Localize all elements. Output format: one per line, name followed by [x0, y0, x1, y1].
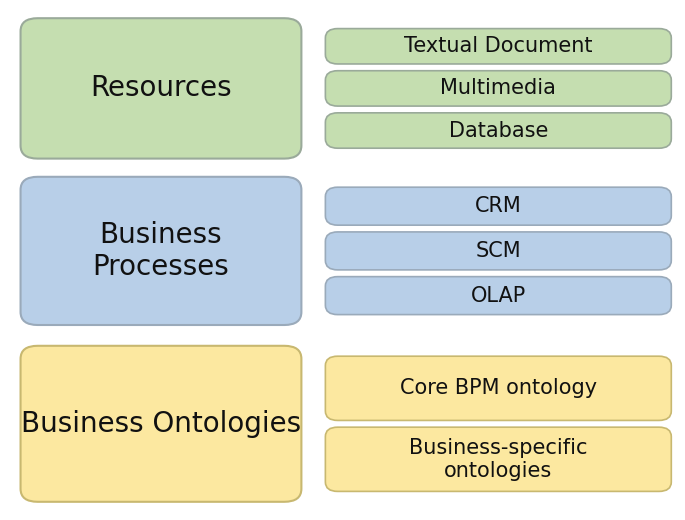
Text: Textual Document: Textual Document	[404, 36, 593, 56]
FancyBboxPatch shape	[21, 346, 301, 502]
Text: SCM: SCM	[475, 241, 521, 261]
FancyBboxPatch shape	[325, 187, 671, 225]
Text: Business
Processes: Business Processes	[92, 220, 229, 281]
FancyBboxPatch shape	[21, 177, 301, 325]
FancyBboxPatch shape	[325, 113, 671, 148]
Text: CRM: CRM	[475, 196, 522, 216]
Text: Business-specific
ontologies: Business-specific ontologies	[409, 438, 588, 481]
Text: Resources: Resources	[90, 74, 232, 102]
FancyBboxPatch shape	[325, 71, 671, 106]
Text: Multimedia: Multimedia	[440, 79, 556, 98]
FancyBboxPatch shape	[325, 356, 671, 420]
FancyBboxPatch shape	[325, 277, 671, 315]
FancyBboxPatch shape	[325, 427, 671, 491]
Text: Core BPM ontology: Core BPM ontology	[400, 379, 597, 398]
Text: Database: Database	[449, 121, 548, 140]
FancyBboxPatch shape	[325, 29, 671, 64]
FancyBboxPatch shape	[325, 232, 671, 270]
Text: Business Ontologies: Business Ontologies	[21, 410, 301, 438]
Text: OLAP: OLAP	[471, 285, 526, 306]
FancyBboxPatch shape	[21, 18, 301, 159]
